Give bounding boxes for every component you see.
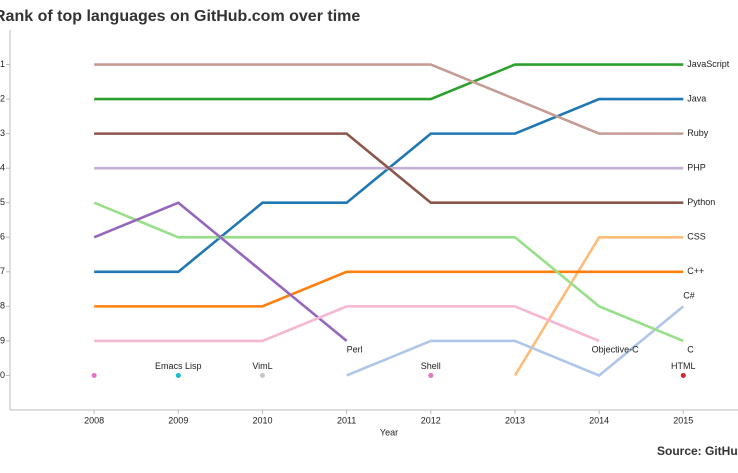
series-label: Emacs Lisp — [155, 361, 202, 371]
chart-title: Rank of top languages on GitHub.com over… — [0, 8, 360, 25]
y-tick-label: 6 — [0, 232, 5, 242]
source: Source: GitHub — [657, 444, 738, 458]
series-label: CSS — [687, 232, 706, 242]
series-label: PHP — [687, 163, 706, 173]
x-tick-label: 2015 — [673, 415, 693, 425]
series-label: Objective-C — [592, 344, 640, 354]
y-tick-label: 2 — [0, 93, 5, 103]
x-tick-label: 2009 — [168, 415, 188, 425]
y-tick-label: 9 — [0, 335, 5, 345]
point — [680, 372, 686, 378]
x-tick-label: 2008 — [84, 415, 104, 425]
series-label: HTML — [671, 361, 696, 371]
series-label: C++ — [687, 266, 704, 276]
x-tick-label: 2010 — [252, 415, 272, 425]
line — [94, 63, 684, 135]
y-tick-label: 1 — [0, 59, 5, 69]
line — [513, 235, 684, 377]
x-tick-label: 2014 — [589, 415, 609, 425]
line — [94, 305, 600, 343]
point — [175, 372, 181, 378]
y-tick-label: 10 — [0, 370, 5, 380]
point — [91, 372, 97, 378]
y-tick-label: 8 — [0, 301, 5, 311]
y-tick-label: 5 — [0, 197, 5, 207]
line — [94, 270, 684, 308]
point — [428, 372, 434, 378]
line — [93, 201, 348, 342]
series-label: C — [687, 344, 694, 354]
x-tick-label: 2011 — [337, 415, 356, 425]
series-label: Python — [687, 197, 715, 207]
series-label: Shell — [421, 361, 441, 371]
y-tick-label: 3 — [0, 128, 5, 138]
series-label: C# — [683, 291, 695, 301]
y-tick-label: 7 — [0, 266, 5, 276]
x-tick-label: 2012 — [421, 415, 441, 425]
line — [94, 63, 684, 101]
series-label: Ruby — [687, 128, 709, 138]
line — [93, 201, 684, 343]
line — [94, 132, 684, 205]
series-label: JavaScript — [687, 59, 730, 69]
x-axis-label: Year — [380, 427, 398, 437]
series-label: Java — [687, 93, 706, 103]
y-tick-label: 4 — [0, 163, 5, 173]
point — [259, 372, 265, 378]
line — [346, 305, 685, 377]
x-tick-label: 2013 — [505, 415, 525, 425]
series-label: Perl — [347, 344, 363, 354]
series-label: VimL — [252, 361, 272, 371]
